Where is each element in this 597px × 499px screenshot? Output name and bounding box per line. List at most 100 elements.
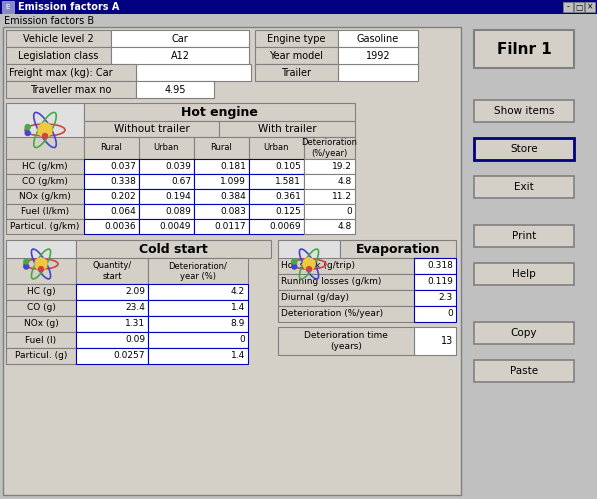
Text: Gasoline: Gasoline	[357, 33, 399, 43]
Bar	[219, 121, 355, 137]
Bar	[6, 284, 76, 300]
Bar	[194, 174, 249, 189]
Text: 4.8: 4.8	[338, 177, 352, 186]
Text: Deterioration
(%/year): Deterioration (%/year)	[301, 138, 358, 158]
Bar	[249, 159, 304, 174]
Bar	[84, 189, 139, 204]
Text: Help: Help	[512, 269, 536, 279]
Bar	[6, 159, 84, 174]
Text: 0: 0	[447, 309, 453, 318]
Bar	[136, 81, 214, 98]
Text: Exit: Exit	[514, 182, 534, 192]
Bar	[139, 137, 194, 159]
Circle shape	[38, 266, 44, 271]
Bar	[76, 258, 148, 284]
Text: 0.0049: 0.0049	[159, 222, 191, 231]
Bar	[474, 225, 574, 247]
Text: Traveller max no: Traveller max no	[30, 84, 112, 94]
Text: A12: A12	[171, 50, 189, 60]
Bar	[148, 300, 248, 316]
Text: Fuel (l/km): Fuel (l/km)	[21, 207, 69, 216]
Text: Rural: Rural	[211, 144, 232, 153]
Bar	[255, 30, 338, 47]
Bar	[249, 137, 304, 159]
Bar	[6, 137, 84, 159]
Bar	[148, 284, 248, 300]
Text: Evaporation: Evaporation	[356, 243, 440, 255]
Circle shape	[306, 266, 312, 271]
Text: Hot engine: Hot engine	[181, 105, 258, 118]
Text: 0.125: 0.125	[275, 207, 301, 216]
Bar	[111, 30, 249, 47]
Text: NOx (g/km): NOx (g/km)	[19, 192, 71, 201]
Text: Deterioration/
year (%): Deterioration/ year (%)	[168, 261, 227, 281]
Bar	[139, 159, 194, 174]
Text: Copy: Copy	[511, 328, 537, 338]
Bar	[474, 322, 574, 344]
Bar	[304, 204, 355, 219]
Text: Trailer: Trailer	[282, 67, 312, 77]
Circle shape	[42, 134, 48, 139]
Text: 0.064: 0.064	[110, 207, 136, 216]
Text: -: -	[567, 2, 570, 11]
Bar	[2, 1, 14, 13]
Bar	[111, 47, 249, 64]
Text: Fuel (l): Fuel (l)	[26, 335, 57, 344]
Text: Rural: Rural	[100, 144, 122, 153]
Bar	[3, 27, 461, 495]
Bar	[76, 316, 148, 332]
Bar	[304, 219, 355, 234]
Text: 4.2: 4.2	[231, 287, 245, 296]
Text: Deterioration (%/year): Deterioration (%/year)	[281, 309, 383, 318]
Bar	[194, 137, 249, 159]
Bar	[414, 306, 456, 322]
Bar	[6, 189, 84, 204]
Circle shape	[38, 123, 52, 137]
Text: Particul. (g): Particul. (g)	[15, 351, 67, 360]
Bar	[6, 47, 111, 64]
Text: 23.4: 23.4	[125, 303, 145, 312]
Bar	[304, 137, 355, 159]
Text: 0.089: 0.089	[165, 207, 191, 216]
Bar	[84, 103, 355, 121]
Text: 0.0257: 0.0257	[113, 351, 145, 360]
Bar	[6, 64, 136, 81]
Text: 2.3: 2.3	[439, 293, 453, 302]
Text: CO (g/km): CO (g/km)	[22, 177, 68, 186]
Text: Print: Print	[512, 231, 536, 241]
Bar	[84, 159, 139, 174]
Bar	[76, 332, 148, 348]
Circle shape	[25, 124, 30, 130]
Bar	[6, 332, 76, 348]
Bar	[194, 189, 249, 204]
Text: 0.037: 0.037	[110, 162, 136, 171]
Bar	[249, 189, 304, 204]
Bar	[414, 274, 456, 290]
Bar	[6, 219, 84, 234]
Bar	[84, 174, 139, 189]
Bar	[6, 300, 76, 316]
Text: 0.0117: 0.0117	[214, 222, 246, 231]
Text: 1.4: 1.4	[231, 351, 245, 360]
Bar	[474, 360, 574, 382]
Text: 1.581: 1.581	[275, 177, 301, 186]
Text: 0.09: 0.09	[125, 335, 145, 344]
Text: Year model: Year model	[269, 50, 324, 60]
Text: 0.202: 0.202	[110, 192, 136, 201]
Text: 0: 0	[239, 335, 245, 344]
Text: 0.0036: 0.0036	[104, 222, 136, 231]
Bar	[6, 240, 76, 288]
Text: 1.31: 1.31	[125, 319, 145, 328]
Text: E: E	[6, 4, 10, 10]
Text: Emission factors B: Emission factors B	[4, 16, 94, 26]
Text: 1.099: 1.099	[220, 177, 246, 186]
Bar	[474, 30, 574, 68]
Bar	[139, 219, 194, 234]
Bar	[76, 284, 148, 300]
Text: Car: Car	[171, 33, 189, 43]
Text: Urban: Urban	[264, 144, 290, 153]
Bar	[6, 103, 84, 158]
Bar	[6, 204, 84, 219]
Bar	[278, 240, 340, 288]
Bar	[139, 174, 194, 189]
